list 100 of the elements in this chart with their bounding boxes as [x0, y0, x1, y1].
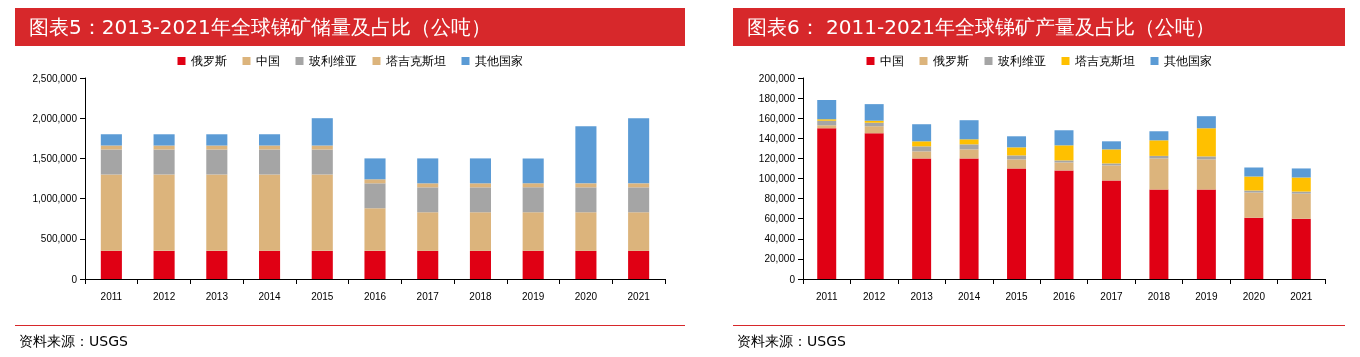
bar: [100, 174, 122, 251]
legend-label: 其他国家: [1163, 54, 1212, 68]
y-tick-label: 180,000: [758, 92, 796, 104]
x-tick-label: 2019: [522, 290, 545, 302]
bar: [959, 120, 979, 140]
chart-title: 图表5：2013-2021年全球锑矿储量及占比（公吨）: [15, 8, 685, 46]
bar: [469, 250, 491, 279]
bar: [864, 104, 884, 121]
bar: [311, 118, 333, 146]
bar: [628, 183, 650, 188]
bar: [364, 158, 386, 180]
bar: [1054, 170, 1074, 279]
bar: [1196, 128, 1216, 157]
legend-label: 玻利维亚: [997, 54, 1046, 68]
bar: [1054, 160, 1074, 163]
y-tick-label: 100,000: [758, 173, 796, 184]
bar: [1054, 130, 1074, 146]
bar: [153, 174, 175, 251]
x-tick-label: 2014: [258, 290, 282, 302]
bar: [1101, 163, 1121, 166]
x-tick-label: 2016: [1052, 290, 1076, 302]
text: 资料来源：USGS: [737, 333, 846, 351]
y-tick-label: 60,000: [764, 213, 796, 225]
bar: [1244, 190, 1264, 193]
x-tick-label: 2014: [957, 290, 981, 302]
bar: [912, 158, 932, 279]
bar: [1291, 177, 1311, 192]
x-tick-label: 2012: [863, 290, 886, 302]
bar: [1291, 193, 1311, 219]
y-tick-label: 20,000: [764, 253, 796, 265]
bar: [1244, 176, 1264, 191]
bar: [1196, 116, 1216, 129]
bar: [1101, 165, 1121, 181]
bar: [1244, 192, 1264, 218]
bar: [259, 250, 281, 279]
x-tick-label: 2013: [910, 290, 934, 302]
bar: [864, 126, 884, 134]
bar: [259, 174, 281, 251]
bar: [1054, 145, 1074, 161]
x-tick-label: 2011: [815, 290, 838, 302]
bar: [575, 212, 597, 251]
y-tick-label: 160,000: [758, 112, 796, 124]
x-tick-label: 2013: [205, 290, 229, 302]
legend-label: 俄罗斯: [190, 54, 227, 68]
bar: [628, 187, 650, 213]
bar: [575, 250, 597, 279]
y-tick-label: 200,000: [758, 72, 796, 84]
bar: [153, 250, 175, 279]
bar: [153, 134, 175, 146]
bar: [153, 145, 175, 150]
legend-label: 塔吉克斯坦: [384, 54, 446, 68]
bar: [153, 149, 175, 175]
bar: [469, 212, 491, 251]
bar: [817, 100, 837, 120]
bar: [522, 187, 544, 213]
bar: [1149, 131, 1169, 141]
x-tick-label: 2012: [152, 290, 176, 302]
bar: [100, 250, 122, 279]
legend-label: 俄罗斯: [932, 54, 969, 68]
y-tick-label: 80,000: [764, 193, 796, 205]
bar: [1101, 149, 1121, 164]
bar: [959, 144, 979, 150]
bar: [259, 134, 281, 146]
bar: [364, 183, 386, 209]
bar: [311, 250, 333, 279]
bar: [628, 118, 650, 184]
bar: [1196, 189, 1216, 279]
y-tick-label: 0: [71, 273, 78, 285]
bar: [1291, 168, 1311, 178]
bar: [1196, 159, 1216, 190]
x-tick-label: 2015: [311, 290, 334, 302]
bar: [1101, 180, 1121, 279]
legend-label: 玻利维亚: [308, 54, 357, 68]
y-tick-label: 500,000: [40, 233, 78, 245]
x-tick-label: 2011: [100, 290, 123, 302]
bar: [311, 145, 333, 150]
bar: [1007, 155, 1027, 160]
y-tick-label: 0: [789, 273, 796, 285]
bar: [1101, 141, 1121, 150]
bar: [364, 250, 386, 279]
bar: [417, 187, 439, 213]
x-tick-label: 2017: [1100, 290, 1124, 302]
bar: [817, 125, 837, 129]
bar: [1291, 218, 1311, 279]
bar: [575, 187, 597, 213]
y-tick-label: 40,000: [764, 233, 796, 245]
bar: [206, 134, 228, 146]
bar: [206, 149, 228, 175]
bar: [100, 134, 122, 146]
x-tick-label: 2016: [363, 290, 387, 302]
bar: [1196, 156, 1216, 160]
bar: [311, 174, 333, 251]
bar: [864, 133, 884, 279]
bar: [259, 145, 281, 150]
chart-title: 图表6： 2011-2021年全球锑矿产量及占比（公吨）: [733, 8, 1345, 46]
legend-label: 其他国家: [474, 54, 523, 68]
text: 资料来源：USGS: [19, 333, 128, 351]
x-tick-label: 2020: [1242, 290, 1266, 302]
bar: [364, 208, 386, 251]
y-tick-label: 120,000: [758, 152, 796, 164]
